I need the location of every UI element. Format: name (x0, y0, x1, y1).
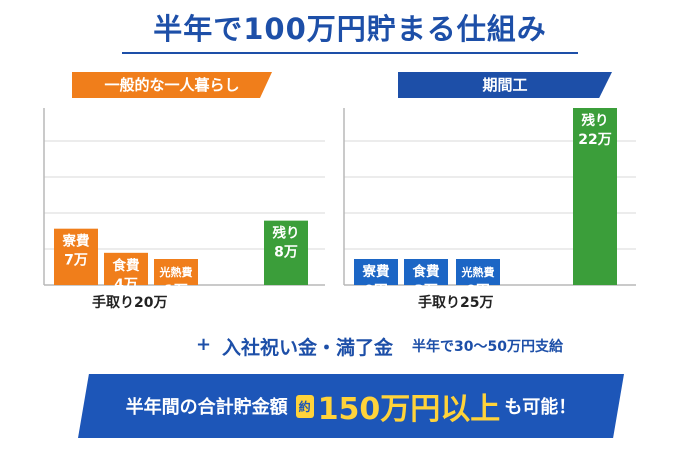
bar-寮費 (354, 259, 398, 285)
bar-value-label: 8万 (274, 245, 298, 261)
bar-寮費 (54, 228, 98, 285)
banner-suffix: も可能！ (504, 397, 577, 418)
bar-category-label: 光熱費 (159, 265, 193, 279)
takehome-right: 手取り25万 (418, 295, 494, 311)
bar-value-label: 22万 (578, 132, 611, 148)
bar-光熱費 (154, 259, 198, 285)
bar-value-label: 3万 (414, 283, 438, 299)
bar-category-label: 残り (273, 225, 300, 242)
bonus-text: 入社祝い金・満了金 (222, 337, 394, 359)
savings-banner: 半年間の合計貯金額 約 150万円以上 も可能！ (78, 374, 624, 438)
plus-icon: + (196, 334, 212, 355)
bar-残り (264, 220, 308, 285)
bonus-note: 半年で30〜50万円支給 (412, 339, 563, 355)
bar-value-label: 0円 (364, 283, 388, 299)
chart-title-seasonal-worker: 期間工 (398, 72, 612, 98)
page-title: 半年で100万円貯まる仕組み (153, 12, 547, 46)
bar-category-label: 寮費 (362, 263, 390, 280)
banner-amount: 150万円以上 (317, 392, 501, 427)
banner-approx-badge: 約 (295, 394, 314, 418)
takehome-left: 手取り20万 (92, 295, 168, 311)
bar-食費 (104, 252, 148, 285)
bar-category-label: 寮費 (62, 233, 90, 250)
bar-食費 (404, 259, 448, 285)
bar-value-label: 7万 (64, 253, 88, 269)
bar-category-label: 光熱費 (461, 265, 495, 279)
bar-残り (573, 108, 617, 285)
bar-value-label: 4万 (114, 277, 138, 293)
banner-lead: 半年間の合計貯金額 (125, 397, 288, 418)
bar-category-label: 食費 (413, 263, 440, 280)
bar-value-label: 1万 (164, 283, 188, 299)
title-underline (122, 52, 578, 54)
chart-title-single-living: 一般的な一人暮らし (72, 72, 272, 98)
bar-category-label: 食費 (113, 257, 140, 274)
bar-category-label: 残り (582, 112, 609, 129)
bar-value-label: 0円 (466, 283, 490, 299)
bar-光熱費 (456, 259, 500, 285)
